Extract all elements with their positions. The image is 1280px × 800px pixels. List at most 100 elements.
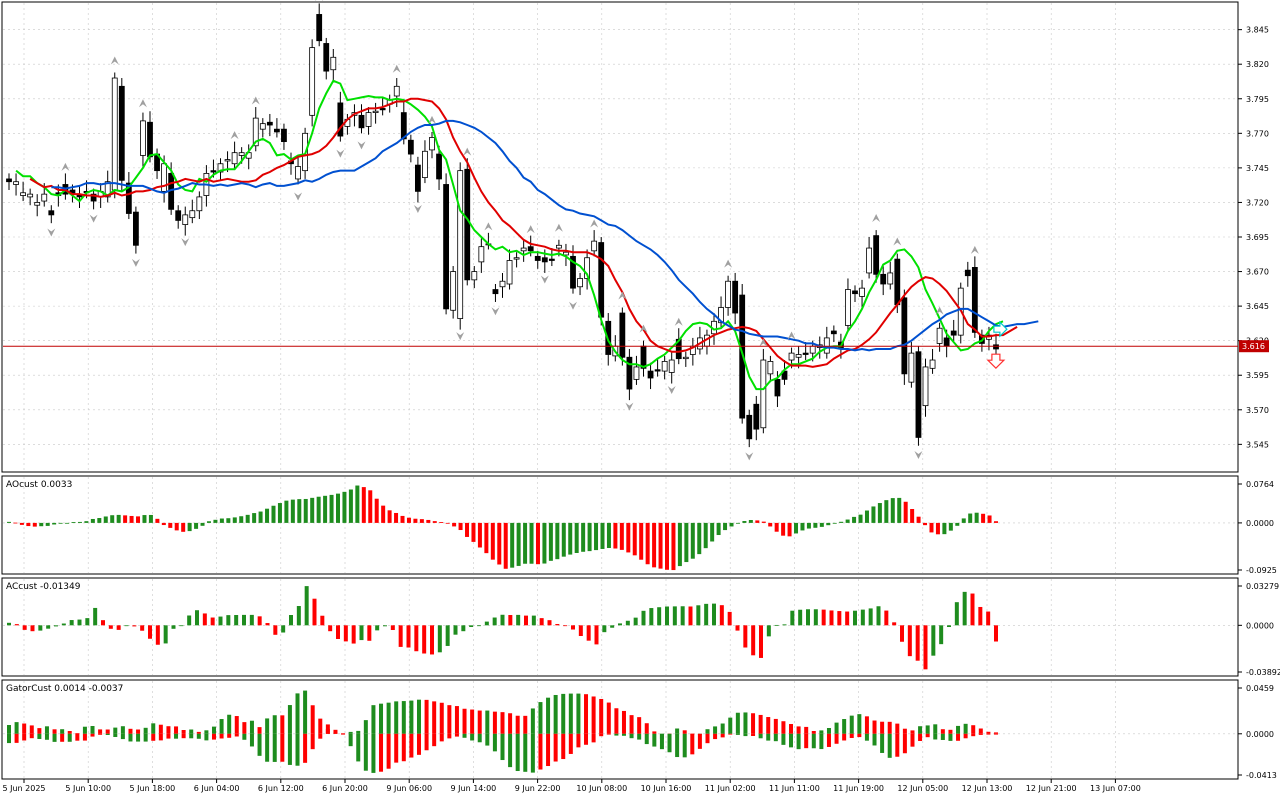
ac-bar	[602, 625, 607, 633]
gator-lower-bar	[310, 733, 315, 750]
gator-lower-bar	[864, 733, 869, 741]
gator-upper-bar	[470, 709, 475, 734]
fractal-up-icon	[759, 338, 768, 347]
ac-bar	[85, 618, 90, 626]
candle-bear	[400, 112, 407, 140]
ao-bar	[413, 518, 418, 523]
candle-bull	[140, 120, 146, 156]
ao-bar	[323, 495, 328, 523]
gator-lower-bar	[614, 733, 619, 736]
candle-bull	[866, 247, 872, 274]
ao-bar	[845, 519, 850, 523]
candle-bull	[393, 85, 400, 97]
candle-bear	[901, 297, 908, 375]
ac-bar	[727, 611, 732, 626]
fractal-down-icon	[540, 275, 549, 284]
gator-lower-bar	[341, 733, 346, 735]
gator-lower-bar	[599, 733, 604, 737]
ac-bar	[257, 616, 262, 626]
gator-lower-bar	[44, 733, 49, 740]
ac-bar	[649, 608, 654, 626]
candle-bull	[584, 257, 590, 279]
candle-bear	[210, 170, 217, 173]
gator-lower-bar	[561, 733, 566, 760]
ao-bar	[955, 522, 960, 526]
ao-bar	[813, 522, 818, 528]
ac-bar	[735, 625, 740, 631]
ao-bar	[45, 522, 50, 526]
ao-bar	[219, 518, 224, 523]
gator-upper-bar	[211, 726, 216, 734]
fractal-up-icon	[315, 0, 324, 1]
gator-lower-bar	[728, 733, 733, 735]
gator-upper-bar	[158, 724, 163, 734]
ac-bars	[7, 586, 998, 670]
ao-bar	[316, 496, 321, 523]
gator-lower-bar	[280, 733, 285, 762]
gator-upper-bar	[751, 713, 756, 734]
candle-bull	[252, 117, 259, 147]
gator-lower-bar	[318, 733, 323, 739]
gator-lower-bar	[781, 733, 786, 745]
candle-bull	[259, 123, 266, 130]
gator-upper-bar	[948, 729, 953, 734]
candle-bear	[654, 369, 661, 372]
ac-bar	[610, 625, 615, 628]
ac-title: ACcust -0.01349	[6, 582, 81, 592]
ac-bar	[234, 615, 239, 626]
ao-bar	[497, 522, 502, 565]
gator-upper-bar	[67, 731, 72, 734]
gator-lower-bar	[22, 733, 27, 741]
ac-bar	[868, 608, 873, 626]
gator-lower-bar	[454, 733, 459, 737]
ac-bar	[500, 614, 505, 626]
gator-upper-bar	[272, 715, 277, 734]
gator-lower-bar	[211, 733, 216, 740]
ac-bar	[524, 615, 528, 626]
gator-upper-bar	[720, 723, 725, 734]
y-tick-label: 3.720	[1246, 198, 1269, 207]
fractal-up-icon	[970, 245, 979, 254]
fractal-up-icon	[935, 306, 944, 315]
ao-bar	[161, 522, 166, 526]
gator-lower-bar	[857, 733, 862, 738]
ac-bar	[696, 605, 701, 626]
gator-upper-bar	[37, 728, 42, 734]
candle-bull	[845, 289, 851, 326]
ac-bar	[320, 615, 325, 626]
gator-lower-bar	[98, 733, 103, 735]
gator-lower-bar	[508, 733, 513, 768]
ao-bar	[723, 522, 728, 531]
ao-title: AOcust 0.0033	[6, 480, 72, 490]
candle-bull	[795, 354, 802, 358]
gator-lower-bar	[659, 733, 664, 750]
ao-bar	[265, 508, 270, 523]
ac-bar	[539, 618, 544, 626]
ao-bar	[174, 522, 179, 531]
ac-bar	[328, 625, 333, 632]
candle-bear	[132, 211, 139, 246]
gator-lower-bar	[826, 733, 831, 747]
gator-upper-bar	[401, 701, 406, 734]
ao-bar	[574, 522, 579, 553]
gator-lower-bar	[67, 733, 72, 742]
candle-bull	[823, 337, 830, 354]
fractal-down-icon	[456, 332, 465, 341]
y-tick-label: 3.595	[1246, 371, 1269, 380]
fractal-down-icon	[294, 192, 303, 201]
fractal-up-icon	[590, 219, 599, 228]
candle-bear	[281, 128, 287, 143]
ao-bar	[903, 501, 908, 523]
gator-upper-bar	[287, 705, 292, 734]
gator-lower-bar	[804, 733, 809, 749]
gator-upper-bar	[204, 730, 209, 734]
ac-bar	[806, 609, 810, 626]
ao-bar	[245, 514, 250, 523]
ao-bar	[142, 515, 147, 523]
ao-bar	[329, 494, 334, 523]
ac-bar	[7, 622, 11, 626]
ao-bar	[271, 505, 276, 523]
candle-bear	[407, 139, 414, 155]
ao-bar	[594, 522, 599, 551]
